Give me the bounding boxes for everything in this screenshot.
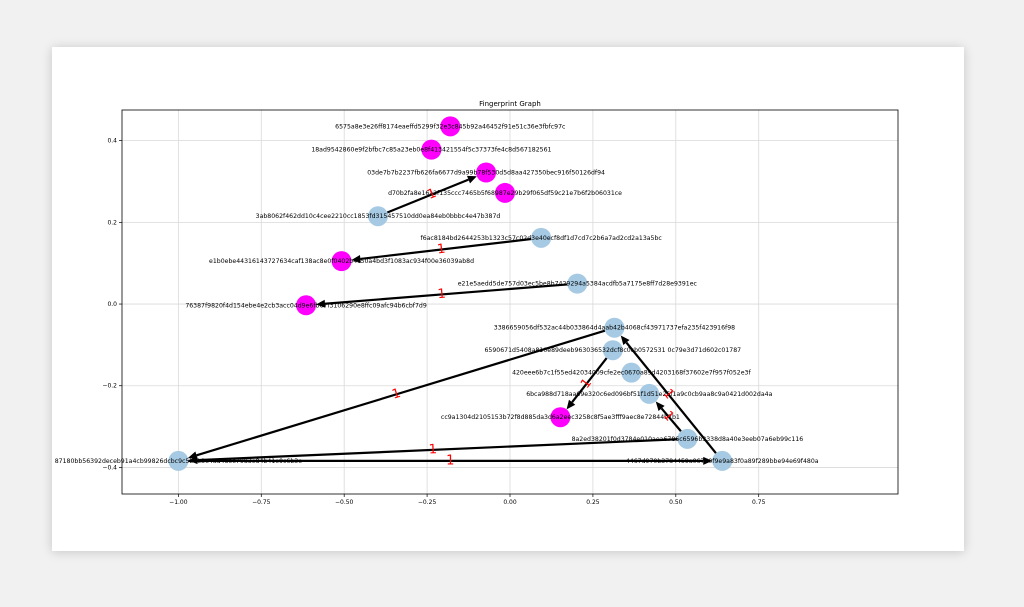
node-marker bbox=[440, 116, 461, 137]
node-marker bbox=[712, 450, 733, 471]
graph-node: 6bca988d718aa69e320c6ed096bf51f1d51e25f1… bbox=[526, 383, 773, 404]
node-label: d70b2fa8e16a2f135ccc7465b5f68987e29b29f0… bbox=[388, 190, 622, 197]
graph-node: 3386659056df532ac44b033864d4aab42b4068cf… bbox=[494, 317, 735, 338]
node-marker bbox=[621, 362, 642, 383]
edge-line bbox=[571, 357, 608, 403]
edge-label: 1 bbox=[390, 386, 402, 403]
y-tick-label: 0.4 bbox=[107, 138, 117, 145]
node-marker bbox=[567, 273, 588, 294]
graph-node: 6590671d5408a810e89deeb963036532dcf8c0cb… bbox=[484, 340, 741, 361]
node-marker bbox=[368, 206, 389, 227]
node-label: cc9a1304d2105153b72f8d885da3d6a2eec3258c… bbox=[441, 414, 680, 421]
edge-line bbox=[386, 178, 469, 214]
node-marker bbox=[604, 317, 625, 338]
edge-n11-n14 bbox=[566, 357, 608, 410]
x-tick-label: 0.25 bbox=[586, 499, 600, 506]
y-tick-label: 0.2 bbox=[107, 219, 117, 226]
y-tick-label: −0.4 bbox=[102, 464, 117, 471]
node-marker bbox=[476, 162, 497, 183]
graph-node: cc9a1304d2105153b72f8d885da3d6a2eec3258c… bbox=[441, 407, 680, 428]
nodes: 6575a8e3e26ff8174eaeffd5299f32e3c845b92a… bbox=[55, 116, 819, 471]
node-label: 18ad9542860e9f2bfbc7c85a23eb0e8f41342155… bbox=[311, 147, 551, 154]
graph-node: 3ab8062f462dd10c4cee2210cc1853fd31545751… bbox=[256, 206, 501, 227]
node-marker bbox=[331, 251, 352, 272]
edge-arrowhead bbox=[703, 456, 713, 465]
edge-n16-n17 bbox=[188, 456, 713, 465]
graph-node: 18ad9542860e9f2bfbc7c85a23eb0e8f41342155… bbox=[311, 139, 552, 160]
node-marker bbox=[639, 383, 660, 404]
node-label: 3ab8062f462dd10c4cee2210cc1853fd31545751… bbox=[256, 213, 501, 220]
node-marker bbox=[495, 182, 516, 203]
edge-line bbox=[625, 341, 717, 454]
x-axis-ticks: −1.00 −0.75 −0.50 −0.25 0.00 0.25 0.50 0.75 bbox=[169, 494, 766, 506]
edge-label: 1 bbox=[436, 242, 446, 258]
edge-n5-n3 bbox=[386, 175, 477, 214]
x-tick-label: 0.75 bbox=[752, 499, 766, 506]
edge-label: 1 bbox=[446, 453, 454, 468]
node-marker bbox=[296, 295, 317, 316]
y-tick-label: −0.2 bbox=[102, 383, 117, 390]
x-tick-label: 0.50 bbox=[669, 499, 683, 506]
node-label: 6bca988d718aa69e320c6ed096bf51f1d51e25f1… bbox=[526, 391, 772, 398]
y-axis-ticks: −0.4 −0.2 0.0 0.2 0.4 bbox=[102, 138, 122, 471]
graph-node: 03de7b7b2237fb626fa6677d9a99b78f530d5d8a… bbox=[367, 162, 605, 183]
y-tick-label: 0.0 bbox=[107, 301, 117, 308]
node-marker bbox=[531, 227, 552, 248]
graph-node: 87180bb56392deceb91a4cb99826dcbc9c5b4b3e… bbox=[55, 450, 302, 471]
x-tick-label: 0.00 bbox=[503, 499, 517, 506]
x-tick-label: −0.75 bbox=[252, 499, 271, 506]
edge-n6-n7 bbox=[351, 237, 532, 263]
chart-title: Fingerprint Graph bbox=[479, 100, 541, 108]
graph-node: e21e5aedd5de757d03ec5be8b7429294a5384acd… bbox=[458, 273, 698, 294]
edge-arrowhead bbox=[655, 401, 665, 411]
node-marker bbox=[550, 407, 571, 428]
x-tick-label: −1.00 bbox=[169, 499, 188, 506]
node-label: e1b0ebe44316143727634caf138ac8e0f0402b4c… bbox=[209, 258, 474, 265]
node-label: 87180bb56392deceb91a4cb99826dcbc9c5b4b3e… bbox=[55, 458, 302, 465]
edge-arrowhead bbox=[566, 399, 576, 410]
edge-arrowhead bbox=[351, 254, 361, 263]
edge-arrowhead bbox=[620, 335, 630, 346]
node-label: 4467d970b3784459a06760f9e9a83f0a89f289bb… bbox=[626, 458, 819, 465]
node-marker bbox=[602, 340, 623, 361]
edge-arrowhead bbox=[316, 299, 326, 308]
edge-line bbox=[660, 407, 682, 432]
node-label: 420eee6b7c1f55ed42034009cfe2ec0670a89d42… bbox=[512, 370, 751, 377]
node-marker bbox=[168, 450, 189, 471]
node-marker bbox=[677, 428, 698, 449]
node-marker bbox=[421, 139, 442, 160]
edge-label: 1 bbox=[437, 287, 446, 303]
edge-n15-n13 bbox=[655, 401, 682, 432]
node-label: 8a2ed38201f0d3784e010aea6786c6596b3338d8… bbox=[572, 436, 804, 443]
x-tick-label: −0.50 bbox=[335, 499, 354, 506]
graph-node: 76387f9820f4d154ebe4e2cb3acc04d9e6fb67f3… bbox=[185, 295, 427, 316]
node-label: 76387f9820f4d154ebe4e2cb3acc04d9e6fb67f3… bbox=[185, 302, 427, 309]
edge-arrowhead bbox=[467, 175, 477, 184]
node-label: 6575a8e3e26ff8174eaeffd5299f32e3c845b92a… bbox=[335, 123, 566, 130]
edges bbox=[187, 175, 717, 465]
edge-n17-n10 bbox=[620, 335, 717, 454]
graph-node: e1b0ebe44316143727634caf138ac8e0f0402b4c… bbox=[209, 251, 474, 272]
node-label: 03de7b7b2237fb626fa6677d9a99b78f530d5d8a… bbox=[367, 170, 605, 177]
graph-node: 420eee6b7c1f55ed42034009cfe2ec0670a89d42… bbox=[512, 362, 751, 383]
edge-line bbox=[324, 283, 568, 305]
edge-n8-n9 bbox=[316, 283, 568, 308]
figure-card bbox=[52, 47, 964, 551]
edge-line bbox=[196, 329, 606, 457]
edge-label: 1 bbox=[428, 442, 437, 457]
edge-line bbox=[360, 237, 532, 261]
x-tick-label: −0.25 bbox=[418, 499, 437, 506]
node-label: 6590671d5408a810e89deeb963036532dcf8c0cb… bbox=[484, 347, 741, 354]
graph-node: 6575a8e3e26ff8174eaeffd5299f32e3c845b92a… bbox=[335, 116, 566, 137]
node-label: f6ac8184bd2644253b1323c57c02d3e40ecf8df1… bbox=[421, 235, 663, 242]
edge-line bbox=[197, 438, 678, 462]
graph-node: 8a2ed38201f0d3784e010aea6786c6596b3338d8… bbox=[572, 428, 804, 449]
graph-node: 4467d970b3784459a06760f9e9a83f0a89f289bb… bbox=[626, 450, 819, 471]
graph-node: d70b2fa8e16a2f135ccc7465b5f68987e29b29f0… bbox=[388, 182, 622, 203]
graph-node: f6ac8184bd2644253b1323c57c02d3e40ecf8df1… bbox=[421, 227, 663, 248]
node-label: e21e5aedd5de757d03ec5be8b7429294a5384acd… bbox=[458, 281, 698, 288]
node-label: 3386659056df532ac44b033864d4aab42b4068cf… bbox=[494, 325, 735, 332]
